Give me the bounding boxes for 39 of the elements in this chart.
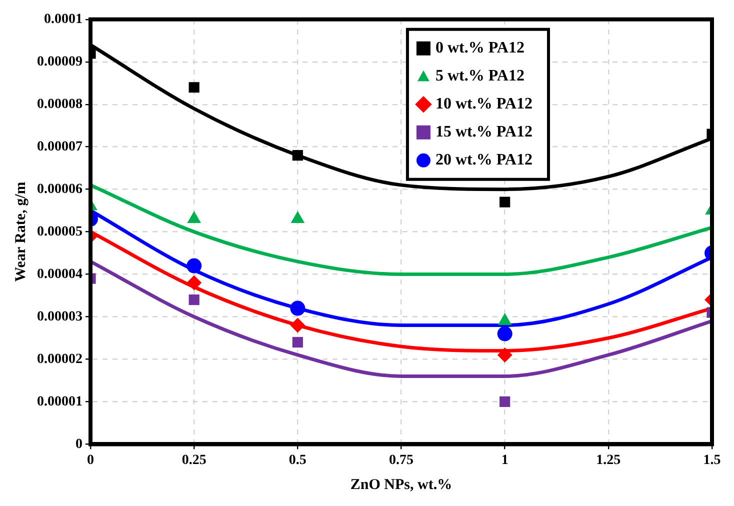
point [500, 196, 510, 208]
point [186, 258, 202, 274]
y-tick-label: 0.00006 [37, 182, 82, 197]
legend-label: 20 wt.% PA12 [435, 152, 532, 169]
x-tick-label: 0.5 [288, 453, 306, 468]
y-tick-label: 0.00007 [37, 139, 82, 154]
y-tick-label: 0.00002 [37, 352, 82, 367]
y-tick-label: 0.00008 [37, 96, 82, 112]
y-tick-label: 0.00003 [37, 309, 82, 324]
x-tick-label: 1.5 [703, 453, 721, 468]
legend-label: 10 wt.% PA12 [435, 96, 532, 113]
legend-label: 0 wt.% PA12 [435, 40, 524, 57]
y-tick-label: 0.00005 [37, 224, 82, 240]
y-tick-label: 0 [76, 436, 82, 452]
point [188, 294, 200, 306]
point [290, 318, 306, 333]
line-series [90, 260, 712, 378]
point [497, 326, 512, 342]
legend-label: 5 wt.% PA12 [435, 68, 524, 85]
legend-label: 15 wt.% PA12 [435, 124, 532, 141]
x-tick-label: 0 [87, 453, 94, 468]
x-axis-title: ZnO NPs, wt.% [350, 476, 452, 493]
line-series [90, 183, 712, 276]
y-tick-label: 0.00009 [37, 54, 82, 70]
point [188, 82, 200, 93]
y-axis-title: Wear Rate, g/m [12, 181, 29, 282]
point [500, 396, 510, 408]
x-tick-label: 1 [501, 453, 508, 468]
x-tick-label: 1.25 [596, 453, 621, 468]
point [497, 347, 512, 362]
point [292, 150, 303, 161]
y-tick-label: 0.0001 [44, 12, 82, 28]
y-tick-label: 0.00001 [37, 394, 82, 410]
x-tick-label: 0.25 [182, 453, 206, 468]
point [186, 275, 202, 290]
point [290, 300, 306, 316]
y-tick-label: 0.00004 [37, 266, 82, 282]
point [292, 336, 303, 348]
x-tick-label: 0.75 [389, 453, 414, 468]
